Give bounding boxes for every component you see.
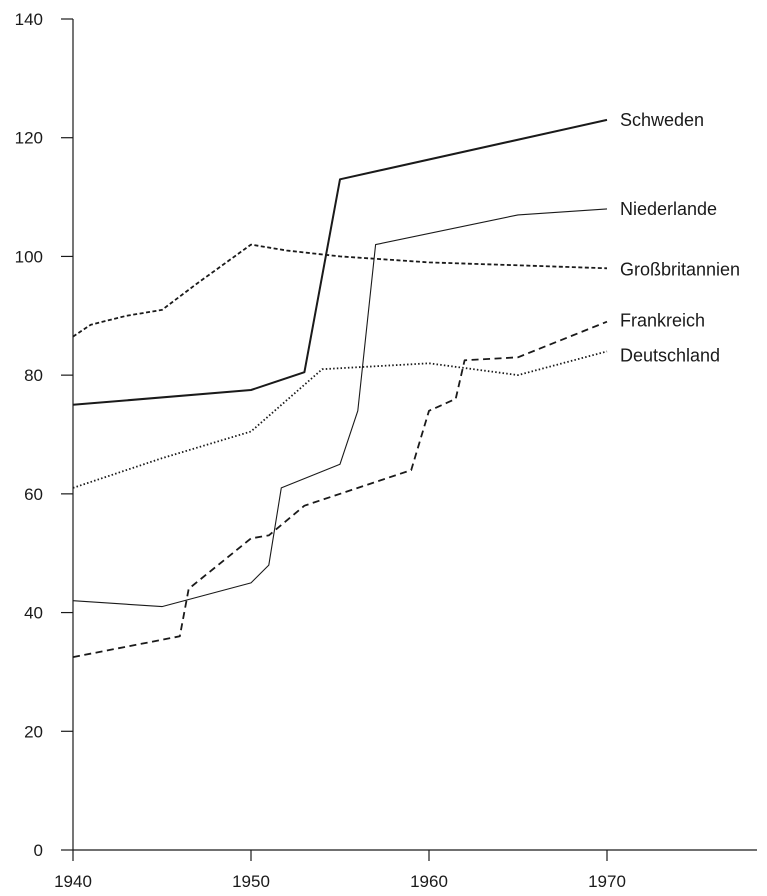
axes xyxy=(72,19,757,851)
series-line-grossbritannien xyxy=(72,243,608,338)
x-tick-label: 1940 xyxy=(54,872,92,891)
series-line-niederlande xyxy=(72,208,608,608)
x-axis-ticks: 1940 1950 1960 1970 xyxy=(54,850,626,891)
series-line-schweden xyxy=(72,118,608,406)
y-tick-label: 100 xyxy=(15,247,43,266)
y-tick-label: 60 xyxy=(24,485,43,504)
y-tick-label: 0 xyxy=(34,841,43,860)
series-label-niederlande: Niederlande xyxy=(620,199,717,219)
series-label-frankreich: Frankreich xyxy=(620,311,705,331)
series-line-frankreich xyxy=(72,320,608,658)
y-axis-ticks: 0 20 40 60 80 100 120 140 xyxy=(15,10,73,860)
x-tick-label: 1970 xyxy=(588,872,626,891)
y-tick-label: 80 xyxy=(24,366,43,385)
series-labels: Schweden Niederlande Großbritannien Frankre… xyxy=(620,110,740,365)
y-tick-label: 40 xyxy=(24,604,43,623)
y-tick-label: 20 xyxy=(24,722,43,741)
x-tick-label: 1960 xyxy=(410,872,448,891)
series-line-deutschland xyxy=(72,350,608,489)
x-tick-label: 1950 xyxy=(232,872,270,891)
y-tick-label: 120 xyxy=(15,129,43,148)
series-label-schweden: Schweden xyxy=(620,110,704,130)
series-lines xyxy=(72,118,608,658)
series-label-grossbritannien: Großbritannien xyxy=(620,259,740,279)
series-label-deutschland: Deutschland xyxy=(620,345,720,365)
y-tick-label: 140 xyxy=(15,10,43,29)
